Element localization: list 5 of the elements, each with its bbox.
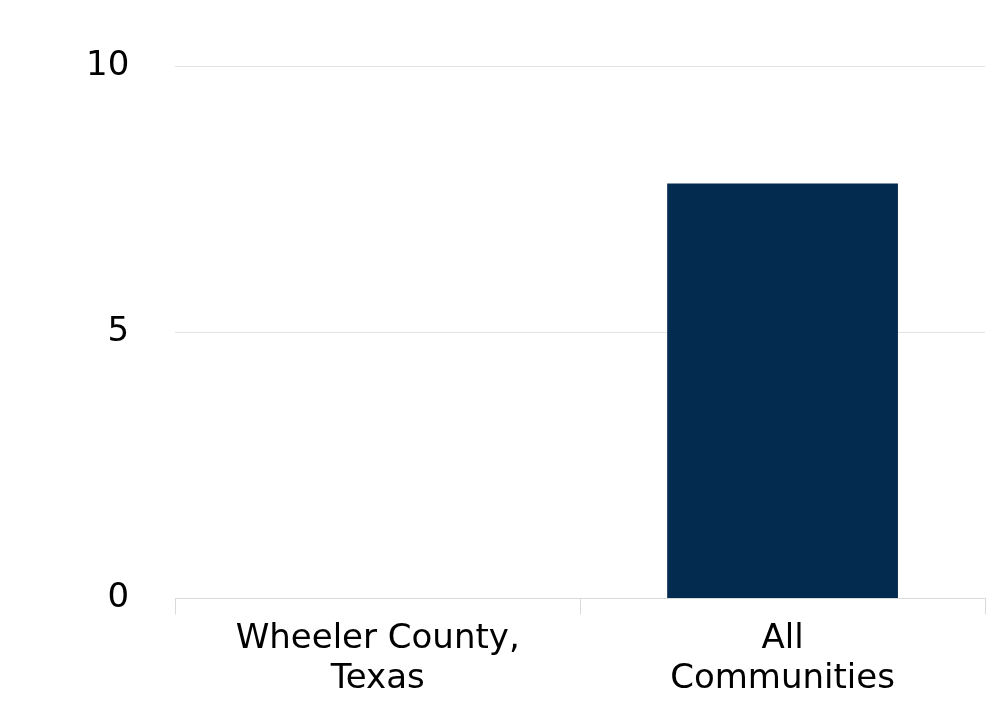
y-tick-label: 10 xyxy=(86,43,130,84)
y-tick-label: 0 xyxy=(107,575,130,616)
x-tick-label: Wheeler County, Texas xyxy=(235,615,520,697)
x-tick-label: All Communities xyxy=(670,615,895,697)
y-tick-label: 5 xyxy=(107,309,130,350)
